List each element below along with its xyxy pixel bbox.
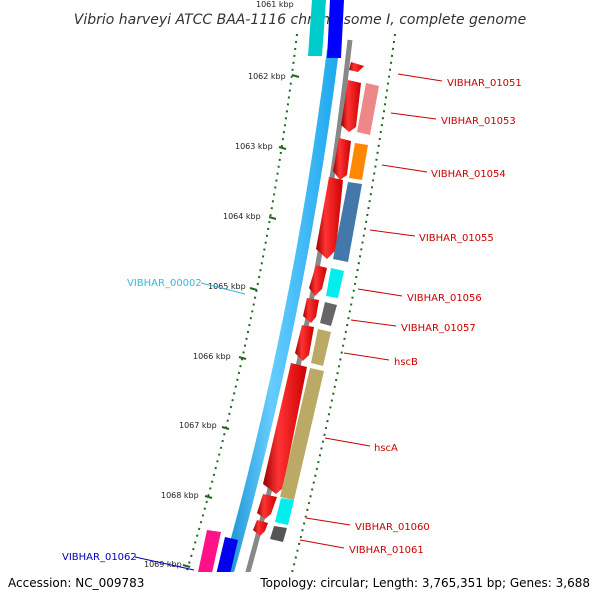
gene-segment-top-blue xyxy=(327,0,344,58)
kbp-label: 1068 kbp xyxy=(161,491,199,500)
gene-label-VIBHAR_01053: VIBHAR_01053 xyxy=(441,116,516,127)
gene-arrow-01060 xyxy=(257,494,277,519)
block-01060-cyan xyxy=(275,498,294,525)
kbp-label: 1064 kbp xyxy=(223,212,261,221)
gene-label-VIBHAR_00002: VIBHAR_00002 xyxy=(127,278,202,289)
gene-arrow-01057 xyxy=(303,298,319,323)
ruler-ticks xyxy=(182,74,300,568)
kbp-label: 1067 kbp xyxy=(179,421,217,430)
gene-arrow-01061 xyxy=(253,520,268,536)
gene-labels: VIBHAR_01051 VIBHAR_01053 VIBHAR_01054 V… xyxy=(62,78,522,563)
kbp-label: 1069 kbp xyxy=(144,560,182,569)
gene-label-VIBHAR_01054: VIBHAR_01054 xyxy=(431,169,506,180)
kbp-labels: 1061 kbp 1062 kbp 1063 kbp 1064 kbp 1065… xyxy=(144,0,294,569)
inner-gene-track xyxy=(214,49,339,600)
gene-label-VIBHAR_01062: VIBHAR_01062 xyxy=(62,552,137,563)
kbp-label: 1063 kbp xyxy=(235,142,273,151)
gene-label-VIBHAR_01061: VIBHAR_01061 xyxy=(349,545,424,556)
kbp-label: 1062 kbp xyxy=(248,72,286,81)
block-01055-steelblue xyxy=(333,182,362,262)
block-01057-gray xyxy=(320,302,337,326)
cds-arrows xyxy=(253,62,364,536)
accession-text: Accession: NC_009783 xyxy=(8,576,144,590)
topology-text: Topology: circular; Length: 3,765,351 bp… xyxy=(259,576,590,590)
outer-tick-ring xyxy=(284,33,396,600)
block-hscA-khaki xyxy=(280,368,324,500)
block-01054-orange xyxy=(349,143,368,180)
gene-label-hscB: hscB xyxy=(394,357,418,368)
leader-line-01062 xyxy=(134,556,195,571)
gene-segment-top-teal xyxy=(308,0,326,56)
gene-arrow-01054 xyxy=(333,138,351,180)
block-01056-cyan xyxy=(326,268,344,298)
gene-label-hscA: hscA xyxy=(374,443,398,454)
block-hscB-khaki xyxy=(311,329,331,366)
gene-label-VIBHAR_01057: VIBHAR_01057 xyxy=(401,323,476,334)
gene-arrow-hscB xyxy=(295,325,314,361)
kbp-label: 1065 kbp xyxy=(208,282,246,291)
gene-arrow-hscA xyxy=(263,363,307,494)
gene-label-VIBHAR_01051: VIBHAR_01051 xyxy=(447,78,522,89)
gene-label-VIBHAR_01056: VIBHAR_01056 xyxy=(407,293,482,304)
map-title: Vibrio harveyi ATCC BAA-1116 chromosome … xyxy=(74,12,526,28)
leader-lines xyxy=(299,73,443,549)
gene-label-VIBHAR_01060: VIBHAR_01060 xyxy=(355,522,430,533)
gene-arrow-01056 xyxy=(309,265,327,296)
genome-backbone xyxy=(237,39,353,600)
gene-label-VIBHAR_01055: VIBHAR_01055 xyxy=(419,233,494,244)
kbp-label: 1066 kbp xyxy=(193,352,231,361)
gene-arrow-01053 xyxy=(341,80,361,132)
block-01061-gray xyxy=(270,526,287,542)
gene-arrow-01055 xyxy=(316,177,343,259)
footer-background xyxy=(0,572,600,600)
gene-arrow-01051 xyxy=(349,62,364,72)
block-01053-salmon xyxy=(357,83,379,135)
leader-line-00002 xyxy=(200,282,246,295)
kbp-label: 1061 kbp xyxy=(256,0,294,9)
